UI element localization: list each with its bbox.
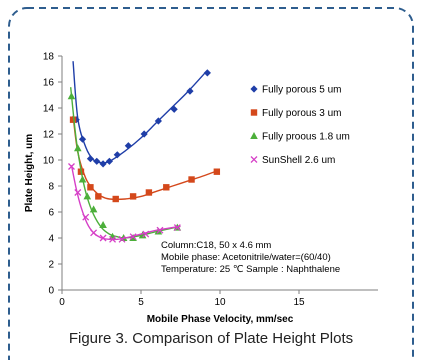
series-2-data-point	[163, 184, 170, 191]
series-4-data-point	[173, 224, 181, 232]
series-2-data-point	[188, 176, 195, 183]
y-tick-label: 4	[48, 234, 54, 245]
y-tick-label: 0	[48, 286, 54, 297]
series-4-trend-line	[70, 165, 181, 241]
series-1-data-point	[124, 142, 132, 150]
series-1-data-point	[105, 157, 113, 165]
series-4-data-point	[90, 229, 98, 237]
y-tick-label: 16	[43, 78, 55, 89]
x-tick-label: 10	[214, 297, 226, 308]
y-tick-label: 12	[43, 130, 55, 141]
series-1-data-point	[186, 87, 194, 95]
legend-label-1: Fully porous 5 um	[262, 85, 341, 96]
series-4-data-point	[68, 163, 75, 170]
legend-marker-4	[250, 156, 258, 163]
y-tick-label: 8	[48, 182, 54, 193]
legend-label-3: Fully proous 1.8 um	[262, 132, 350, 143]
legend-label-2: Fully porous 3 um	[262, 108, 341, 119]
y-tick-label: 10	[43, 156, 55, 167]
x-tick-label: 15	[293, 297, 305, 308]
series-1-data-point	[170, 105, 178, 113]
series-4-data-point	[109, 235, 117, 243]
series-1-data-point	[113, 151, 121, 159]
annotation-line-1: Column:C18, 50 x 4.6 mm	[161, 240, 271, 251]
annotation-line-2: Mobile phase: Acetonitrile/water=(60/40)	[161, 252, 331, 263]
dashed-border	[8, 7, 414, 360]
annotation-line-3: Temperature: 25 ℃ Sample : Naphthalene	[161, 264, 340, 275]
legend-marker-2	[250, 109, 258, 116]
series-3-data-point	[74, 144, 82, 152]
series-4-data-point	[99, 234, 107, 242]
x-tick-label: 5	[138, 297, 144, 308]
series-1-data-point	[154, 117, 162, 125]
y-tick-label: 18	[43, 52, 55, 63]
y-tick-label: 14	[43, 104, 55, 115]
series-2-trend-line	[72, 115, 219, 201]
series-4-data-point	[74, 189, 82, 196]
y-tick-label: 6	[48, 208, 54, 219]
series-3-data-point	[138, 231, 147, 239]
series-2-data-point	[112, 195, 119, 203]
series-3-data-point	[83, 192, 92, 200]
series-1-data-point	[78, 135, 87, 143]
series-2-data-point	[213, 168, 221, 175]
series-3-data-point	[78, 175, 87, 183]
y-axis-label: Plate Height, um	[24, 134, 35, 212]
series-1-trend-line	[72, 61, 208, 164]
series-2-data-point	[69, 116, 77, 123]
series-1-data-point	[86, 155, 95, 163]
series-4-data-point	[82, 213, 90, 221]
x-tick-label: 0	[59, 297, 65, 308]
series-2-data-point	[87, 184, 94, 191]
series-3-data-point	[67, 92, 76, 100]
legend-marker-3	[250, 132, 258, 139]
figure-caption: Figure 3. Comparison of Plate Height Plo…	[68, 330, 354, 347]
series-2-data-point	[145, 189, 153, 196]
series-1-data-point	[140, 130, 148, 138]
series-4-data-point	[156, 226, 164, 234]
series-2-data-point	[95, 193, 102, 200]
series-1-data-point	[203, 69, 211, 77]
series-2-data-point	[129, 193, 137, 200]
series-4-data-point	[142, 230, 150, 238]
plate-height-chart: 0 2 4 6 8 10 12 14 16 18 0 5 10 15 Mobile Phase Veloci…	[24, 52, 378, 325]
legend-marker-1	[250, 85, 258, 93]
series-1-data-point	[93, 157, 101, 165]
series-3-data-point	[89, 205, 98, 213]
series-4-data-point	[118, 235, 126, 243]
series-1-data-point	[99, 160, 107, 168]
y-tick-label: 2	[48, 260, 54, 271]
series-4-data-point	[129, 233, 137, 241]
series-3-data-point	[99, 221, 107, 228]
x-axis-label: Mobile Phase Velocity, mm/sec	[147, 314, 294, 325]
legend-label-4: SunShell 2.6 um	[262, 155, 335, 166]
